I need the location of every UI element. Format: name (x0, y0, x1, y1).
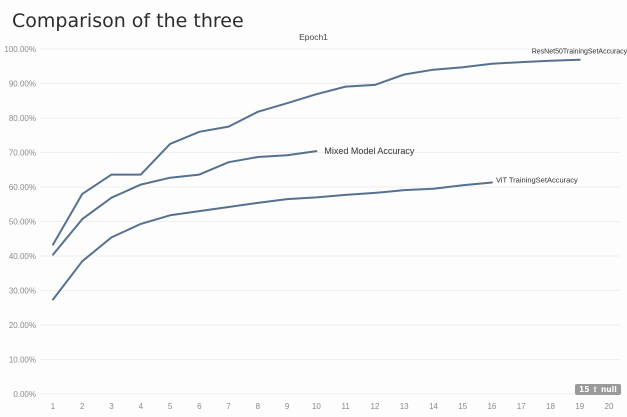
y-tick-label: 50.00% (9, 218, 36, 227)
x-tick-label: 17 (517, 402, 526, 411)
x-tick-label: 8 (256, 402, 261, 411)
y-tick-label: 20.00% (9, 321, 36, 330)
x-tick-label: 9 (285, 402, 290, 411)
x-tick-label: 18 (546, 402, 555, 411)
series-label: ViT TrainingSetAccuracy (496, 176, 578, 185)
y-tick-label: 70.00% (9, 149, 36, 158)
x-tick-label: 12 (370, 402, 379, 411)
chart-title: Epoch1 (299, 32, 328, 42)
y-tick-label: 10.00% (9, 356, 36, 365)
series-label: Mixed Model Accuracy (324, 146, 415, 156)
page-title: Comparison of the three (12, 10, 244, 32)
y-tick-label: 100.00% (4, 45, 36, 54)
x-tick-label: 15 (458, 402, 467, 411)
x-tick-label: 3 (109, 402, 114, 411)
x-tick-label: 2 (80, 402, 85, 411)
x-tick-label: 19 (575, 402, 584, 411)
x-tick-label: 10 (312, 402, 321, 411)
series-line-1 (52, 58, 581, 246)
x-tick-label: 5 (168, 402, 173, 411)
y-tick-label: 80.00% (9, 114, 36, 123)
x-tick-label: 4 (139, 402, 144, 411)
x-tick-label: 6 (197, 402, 202, 411)
y-tick-label: 30.00% (9, 287, 36, 296)
x-tick-label: 13 (400, 402, 409, 411)
y-tick-label: 90.00% (9, 80, 36, 89)
x-tick-label: 1 (51, 402, 56, 411)
y-tick-label: 40.00% (9, 252, 36, 261)
series-line-3 (52, 181, 493, 301)
x-tick-label: 14 (429, 402, 438, 411)
y-tick-label: 60.00% (9, 183, 36, 192)
null-indicator-badge[interactable]: 15 ⇧ null (575, 384, 621, 395)
x-tick-label: 16 (487, 402, 496, 411)
x-tick-label: 7 (226, 402, 231, 411)
series-label: ResNet50TrainingSetAccuracy (532, 49, 627, 56)
y-tick-label: 0.00% (13, 390, 36, 399)
series-line-2 (52, 150, 318, 256)
x-tick-label: 20 (605, 402, 614, 411)
x-tick-label: 11 (341, 402, 350, 411)
